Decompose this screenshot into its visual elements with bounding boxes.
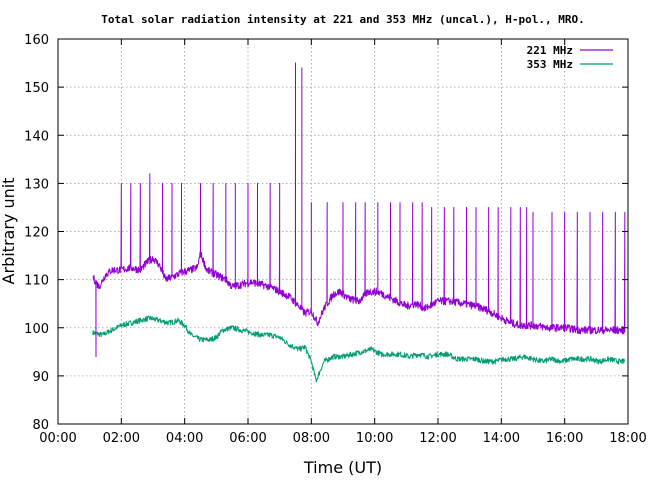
x-tick-label: 14:00 bbox=[483, 431, 520, 446]
x-tick-label: 08:00 bbox=[293, 431, 330, 446]
y-tick-label: 140 bbox=[24, 129, 49, 144]
x-axis-label: Time (UT) bbox=[303, 458, 382, 477]
x-tick-label: 18:00 bbox=[609, 431, 646, 446]
series-layer bbox=[92, 62, 626, 383]
y-tick-label: 130 bbox=[24, 177, 49, 192]
series-line-353 bbox=[92, 315, 625, 383]
x-tick-label: 06:00 bbox=[229, 431, 266, 446]
ticks bbox=[57, 38, 629, 425]
y-tick-label: 150 bbox=[24, 81, 49, 96]
y-tick-label: 120 bbox=[24, 226, 49, 241]
x-tick-label: 12:00 bbox=[419, 431, 456, 446]
x-tick-labels: 00:00 02:00 04:00 06:00 08:00 10:00 12:00 14:00… bbox=[39, 431, 646, 446]
chart-title: Total solar radiation intensity at 221 a… bbox=[101, 13, 584, 26]
legend-label-221: 221 MHz bbox=[527, 44, 573, 57]
x-tick-label: 04:00 bbox=[166, 431, 203, 446]
y-tick-label: 80 bbox=[32, 418, 49, 433]
x-tick-label: 10:00 bbox=[356, 431, 393, 446]
y-tick-label: 160 bbox=[24, 33, 49, 48]
y-tick-labels: 80 90 100 110 120 130 140 150 160 bbox=[24, 33, 49, 433]
y-tick-label: 110 bbox=[24, 274, 49, 289]
y-axis-label: Arbitrary unit bbox=[0, 178, 18, 285]
legend-entry-353: 353 MHz bbox=[527, 58, 613, 71]
x-tick-label: 02:00 bbox=[103, 431, 140, 446]
x-tick-label: 00:00 bbox=[39, 431, 76, 446]
legend: 221 MHz 353 MHz bbox=[527, 44, 613, 71]
legend-entry-221: 221 MHz bbox=[527, 44, 613, 57]
y-tick-label: 90 bbox=[32, 370, 49, 385]
y-tick-label: 100 bbox=[24, 322, 49, 337]
legend-label-353: 353 MHz bbox=[527, 58, 573, 71]
x-tick-label: 16:00 bbox=[546, 431, 583, 446]
series-line-221 bbox=[92, 62, 626, 358]
